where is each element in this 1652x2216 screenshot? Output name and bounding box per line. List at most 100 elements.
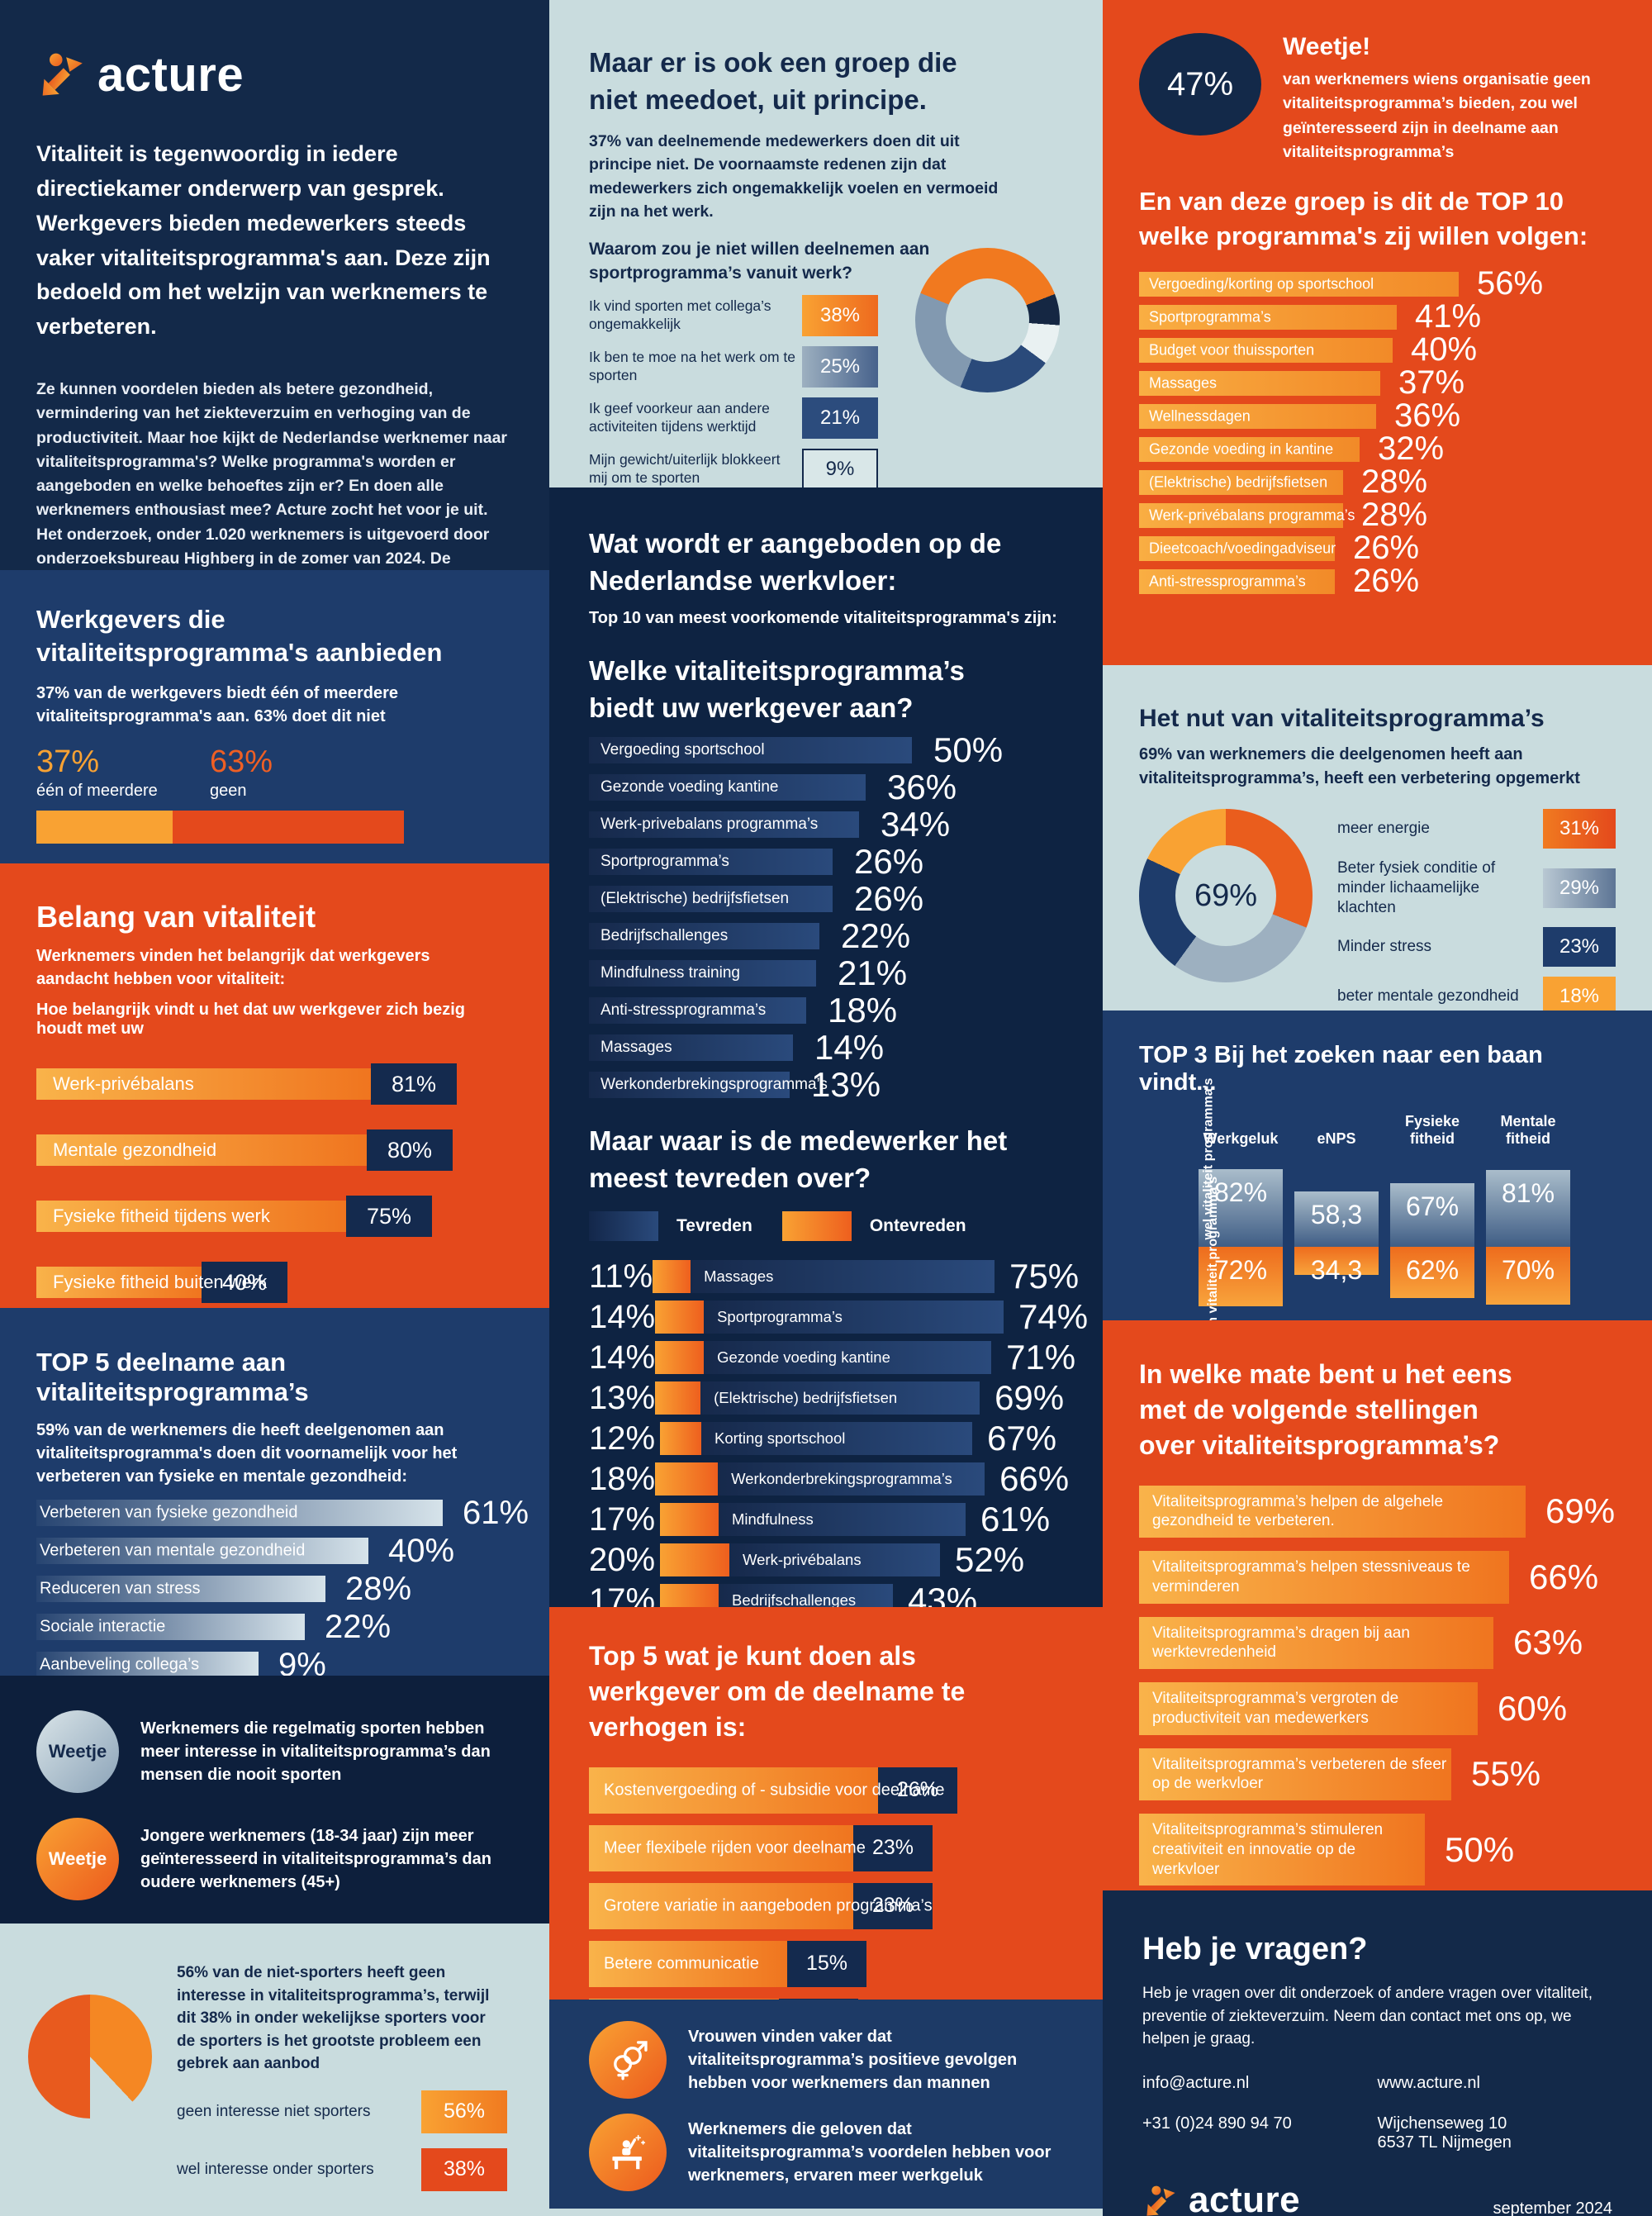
chart-legend: Tevreden Ontevreden: [589, 1211, 1063, 1242]
answer-label: Mijn gewicht/uiterlijk blokkeert mij om …: [589, 450, 781, 486]
bar-value: 26%: [1353, 530, 1420, 567]
section-title: TOP 3 Bij het zoeken naar een baan vindt…: [1139, 1042, 1543, 1096]
bar-label: Massages: [704, 1267, 774, 1286]
metric-column: Mentale fitheid 81% 70%: [1486, 1110, 1570, 1306]
stat-none: 63% geen: [210, 744, 383, 801]
bar-row: Sportprogramma’s 26%: [589, 842, 1063, 881]
bar-value: 69%: [1545, 1491, 1616, 1531]
legend-value: 18%: [1543, 977, 1616, 1011]
bar: Anti-stressprogramma’s: [1139, 568, 1335, 594]
bar: Werk-privébalans: [36, 1068, 371, 1100]
bar: Wellnessdagen: [1139, 403, 1376, 429]
value-badge: 75%: [346, 1196, 432, 1237]
bar-label: Sociale interactie: [40, 1617, 166, 1636]
legend-value: 29%: [1543, 868, 1616, 908]
bar-row: Gezonde voeding kantine 36%: [589, 768, 1063, 806]
ontevreden-bar: [660, 1422, 701, 1456]
legend-row: meer energie 31%: [1337, 809, 1616, 849]
tevreden-bar: Bedrijfschallenges: [719, 1584, 893, 1607]
left-column: acture Vitaliteit is tegenwoordig in ied…: [0, 0, 549, 2216]
section-title: Maar er is ook een groep die niet meedoe…: [589, 47, 957, 115]
paired-bar-row: 18% Werkonderbrekingsprogramma’s 66%: [589, 1459, 1069, 1498]
bar: Fysieke fitheid buiten werk: [36, 1267, 267, 1298]
bar-row: Anti-stressprogramma’s 26%: [1139, 563, 1616, 599]
divider: [549, 2209, 1103, 2216]
bar-label: Massages: [601, 1039, 672, 1057]
bar-label: Massages: [1149, 374, 1218, 392]
contact-email[interactable]: info@acture.nl: [1142, 2073, 1250, 2092]
section-title: Werkgevers die vitaliteitsprogramma's aa…: [36, 605, 443, 668]
section-body: 37% van de werkgevers biedt één of meerd…: [36, 683, 398, 725]
tevreden-bar: Werk-privébalans: [729, 1543, 940, 1577]
aanbod-section: Wat wordt er aangeboden op de Nederlands…: [549, 487, 1103, 1607]
wel-value: 82%: [1213, 1177, 1268, 1207]
paired-bar-row: 14% Gezonde voeding kantine 71%: [589, 1338, 1075, 1377]
ontevreden-value: 12%: [589, 1419, 656, 1457]
tevreden-bar: (Elektrische) bedrijfsfietsen: [700, 1381, 980, 1415]
bar-value: 60%: [1498, 1688, 1568, 1728]
bar-label: Bedrijfschallenges: [732, 1591, 857, 1607]
bar-row: Vitaliteitsprogramma’s verbeteren de sfe…: [1139, 1748, 1616, 1801]
right-column: 47% Weetje! van werknemers wiens organis…: [1103, 0, 1652, 2216]
legend-swatch-tevreden: [589, 1211, 658, 1242]
bar-value: 41%: [1415, 298, 1482, 335]
acture-logo-icon: [42, 53, 83, 96]
top3-section: TOP 3 Bij het zoeken naar een baan vindt…: [1103, 1011, 1652, 1320]
logo-text: acture: [97, 48, 244, 102]
bar-row: Mindfulness training 21%: [589, 953, 1063, 992]
contact-phone[interactable]: +31 (0)24 890 94 70: [1142, 2114, 1292, 2133]
section-title: Heb je vragen?: [1142, 1932, 1368, 1966]
column-header: Mentale fitheid: [1500, 1113, 1556, 1147]
bar-label: Verbeteren van fysieke gezondheid: [40, 1503, 298, 1522]
bar-label: Vitaliteitsprogramma’s vergroten de prod…: [1152, 1690, 1399, 1727]
bar-label: Werk-privébalans: [53, 1073, 194, 1094]
bar-value: 34%: [881, 805, 951, 844]
geen-block: 62%: [1390, 1247, 1474, 1298]
value-badge: 23%: [853, 1882, 933, 1929]
tevreden-bar: Korting sportschool: [701, 1422, 972, 1456]
tevreden-value: 69%: [995, 1378, 1065, 1418]
bar: Werk-privebalans programma’s: [589, 811, 859, 839]
bar-label: Vergoeding sportschool: [601, 741, 765, 759]
wel-block: 82%: [1199, 1169, 1283, 1247]
weetje-title: Weetje!: [1283, 33, 1371, 60]
bar: Kostenvergoeding of - subsidie voor deel…: [589, 1767, 944, 1814]
legend-swatch-ontevreden: [781, 1211, 852, 1242]
bar-row: Vitaliteitsprogramma’s dragen bij aan we…: [1139, 1616, 1616, 1670]
geen-block: 70%: [1486, 1247, 1570, 1305]
bar-segment-none: [173, 810, 404, 844]
bar-row: Verbeteren van fysieke gezondheid 61%: [36, 1495, 529, 1531]
legend-value: 38%: [421, 2147, 507, 2191]
weetje-item: Weetje Jongere werknemers (18-34 jaar) z…: [36, 1818, 513, 1900]
nut-donut-chart: 69%: [1139, 809, 1313, 982]
bar-row: (Elektrische) bedrijfsfietsen 26%: [589, 879, 1063, 918]
contact-website[interactable]: www.acture.nl: [1377, 2073, 1481, 2092]
bar-row: Werkonderbrekingsprogramma’s 13%: [589, 1065, 1063, 1104]
bar: Werk-privébalans programma’s: [1139, 502, 1355, 528]
sporters-section: 56% van de niet-sporters heeft geen inte…: [0, 1924, 549, 2216]
ontevreden-bar: [660, 1503, 719, 1537]
legend-value: 23%: [1543, 927, 1616, 968]
bar-label: Anti-stressprogramma’s: [1149, 573, 1306, 590]
bar: Dieetcoach/voedingadviseur: [1139, 535, 1336, 561]
bar-value: 66%: [1529, 1557, 1599, 1596]
bar: Budget voor thuissporten: [1139, 337, 1393, 363]
geen-value: 34,3: [1310, 1255, 1363, 1285]
value-badge: 26%: [878, 1767, 957, 1814]
tevreden-bar: Mindfulness: [719, 1503, 966, 1537]
bar-value: 28%: [1361, 497, 1428, 534]
geen-value: 72%: [1213, 1255, 1268, 1285]
ontevreden-value: 11%: [589, 1258, 653, 1295]
bar-label: Fysieke fitheid buiten werk: [53, 1272, 268, 1292]
bar-row: Wellnessdagen 36%: [1139, 397, 1616, 434]
bar-value: 55%: [1471, 1754, 1541, 1794]
tevreden-value: 61%: [980, 1500, 1051, 1539]
section-title: TOP 5 deelname aan vitaliteitsprogramma’…: [36, 1348, 309, 1406]
paired-bar-row: 20% Werk-privébalans 52%: [589, 1540, 1063, 1579]
bar-row: Vitaliteitsprogramma’s stimuleren creati…: [1139, 1814, 1616, 1886]
bar-row: Fysieke fitheid buiten werk 40%: [36, 1262, 513, 1303]
acture-logo-icon: [1146, 2185, 1175, 2216]
fact-badge: [589, 2021, 667, 2099]
bar-label: Werk-privébalans: [743, 1551, 862, 1569]
